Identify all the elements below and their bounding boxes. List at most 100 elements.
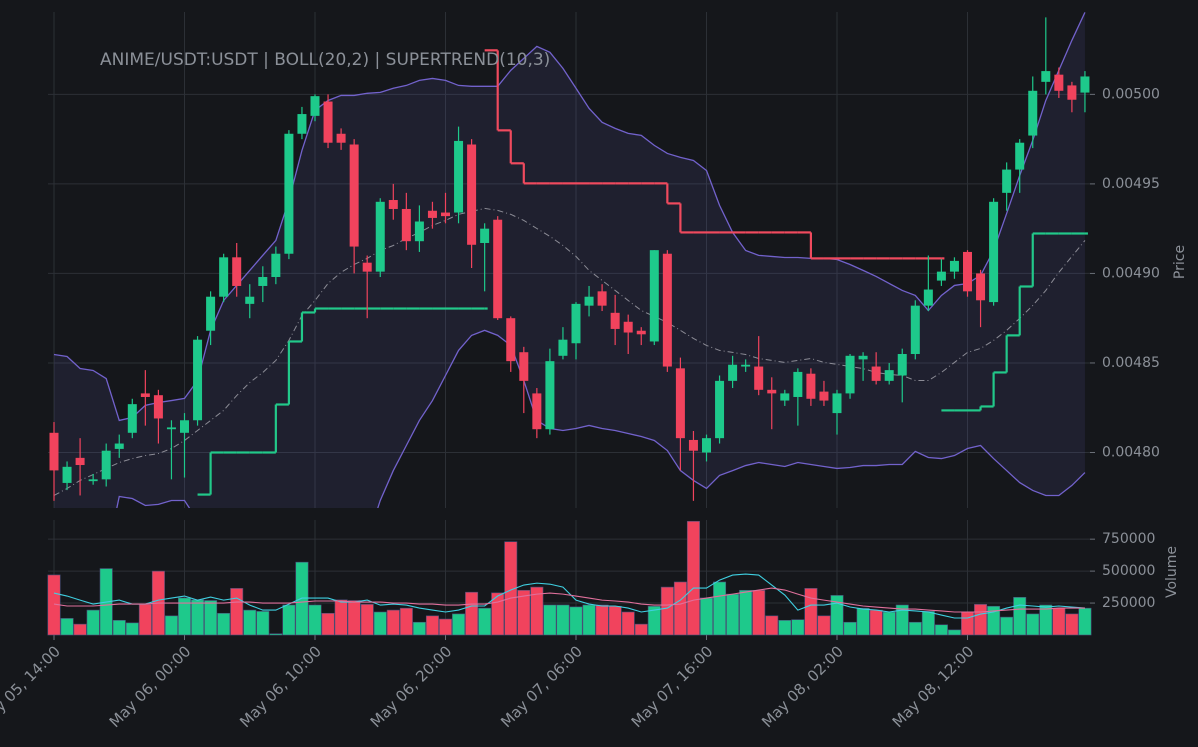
candle-body xyxy=(780,393,790,401)
volume-bar xyxy=(438,618,452,636)
y-axis-label: Volume xyxy=(1164,546,1180,598)
candle-body xyxy=(88,479,98,482)
volume-bar xyxy=(830,595,844,636)
volume-bar xyxy=(1013,597,1027,636)
candle-body xyxy=(675,368,685,439)
candle-body xyxy=(323,101,333,143)
volume-bar xyxy=(817,615,831,636)
candle-body xyxy=(349,144,359,247)
candle-body xyxy=(1080,76,1090,93)
candle-body xyxy=(832,393,842,414)
candle-body xyxy=(1015,142,1025,170)
volume-bar xyxy=(778,620,792,636)
volume-average xyxy=(53,573,1085,619)
candle-body xyxy=(401,208,411,242)
y-tick-label: 0.00485 xyxy=(1102,355,1160,371)
candle-body xyxy=(245,296,255,304)
candle-body xyxy=(715,380,725,439)
volume-bar xyxy=(752,589,766,636)
volume-bar xyxy=(960,611,974,636)
volume-bar xyxy=(974,604,988,636)
volume-bar xyxy=(947,629,961,636)
candle-body xyxy=(936,271,946,281)
candle-body xyxy=(441,212,450,217)
volume-bar xyxy=(582,604,596,636)
candle-body xyxy=(845,355,855,394)
volume-bar xyxy=(543,604,557,636)
volume-bar xyxy=(138,604,152,636)
candle-body xyxy=(806,373,816,399)
volume-bar xyxy=(347,600,361,636)
candle-body xyxy=(767,389,777,394)
volume-panel xyxy=(47,520,1092,636)
y-tick-label: 0.00490 xyxy=(1102,265,1160,281)
candle-body xyxy=(728,364,738,381)
candle-body xyxy=(127,404,137,433)
volume-bar xyxy=(804,588,818,636)
candle-body xyxy=(206,296,216,331)
volume-bar xyxy=(856,607,870,636)
volume-bar xyxy=(1052,607,1066,636)
candle-body xyxy=(480,228,490,243)
candle-body xyxy=(741,364,751,367)
candle-body xyxy=(62,466,72,483)
candle-body xyxy=(284,133,294,254)
candle-body xyxy=(963,251,972,292)
candle-body xyxy=(519,352,529,381)
volume-bar xyxy=(282,604,296,636)
volume-bar xyxy=(112,620,126,636)
volume-bar xyxy=(686,520,700,636)
candle-body xyxy=(532,393,542,430)
volume-bar xyxy=(556,604,570,636)
volume-bar xyxy=(243,609,257,636)
candle-body xyxy=(297,114,307,134)
volume-bar xyxy=(478,607,492,636)
candle-body xyxy=(688,439,698,451)
volume-bar xyxy=(765,615,779,636)
candle-body xyxy=(858,355,868,360)
volume-bar xyxy=(869,609,883,636)
candle-body xyxy=(649,250,659,342)
volume-bar xyxy=(1026,613,1040,636)
candle-body xyxy=(545,361,555,430)
volume-bar xyxy=(86,609,100,636)
candle-body xyxy=(910,305,920,355)
volume-bar xyxy=(739,589,753,636)
candle-body xyxy=(454,140,464,213)
y-tick-label: 0.00500 xyxy=(1102,86,1160,102)
candle-body xyxy=(571,303,581,344)
volume-average xyxy=(53,587,1085,613)
candle-body xyxy=(1067,85,1077,100)
volume-bar xyxy=(530,586,544,636)
volume-bar xyxy=(699,597,713,636)
candle-body xyxy=(75,457,85,466)
volume-bar xyxy=(164,615,178,636)
candle-body xyxy=(1028,90,1038,136)
volume-bar xyxy=(895,604,909,636)
price-panel xyxy=(49,12,1090,508)
y-tick-label: 0.00495 xyxy=(1102,176,1160,192)
candle-body xyxy=(414,221,424,242)
bollinger-lower xyxy=(116,329,1086,508)
candle-body xyxy=(193,339,203,421)
candle-body xyxy=(258,277,268,286)
candle-body xyxy=(219,257,229,297)
volume-bar xyxy=(360,604,374,636)
volume-bar xyxy=(125,622,139,636)
volume-bar xyxy=(1078,607,1092,636)
candle-body xyxy=(884,370,894,381)
volume-bar xyxy=(934,624,948,636)
candle-body xyxy=(427,210,437,218)
volume-bar xyxy=(230,588,244,636)
candle-body xyxy=(597,291,607,306)
chart-title: ANIME/USDT:USDT | BOLL(20,2) | SUPERTREN… xyxy=(100,50,550,70)
volume-bar xyxy=(608,605,622,636)
volume-bar xyxy=(621,611,635,636)
candle-body xyxy=(153,395,163,419)
candle-body xyxy=(467,144,477,245)
y-axis-label: Price xyxy=(1172,245,1188,279)
volume-bar xyxy=(334,599,348,636)
y-tick-label: 750000 xyxy=(1102,531,1155,547)
volume-bar xyxy=(308,604,322,636)
